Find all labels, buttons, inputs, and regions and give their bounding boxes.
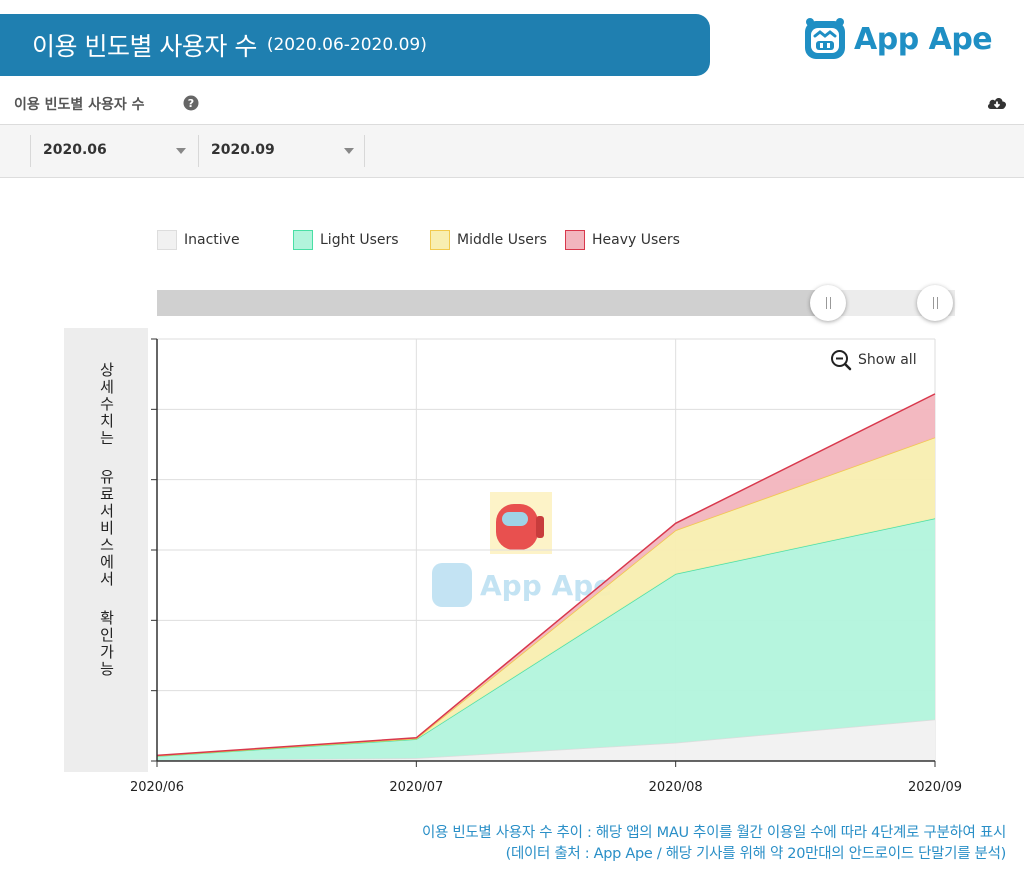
premium-note-line: 상세수치는 [97, 362, 116, 447]
legend-swatch [565, 230, 585, 250]
character-shape [536, 516, 544, 538]
chevron-down-icon [176, 148, 186, 154]
premium-note-line: 유료서비스에서 [97, 469, 116, 588]
grip-icon [932, 297, 938, 309]
section-title: 이용 빈도별 사용자 수 [14, 97, 145, 113]
select-divider [364, 135, 365, 167]
section-header: 이용 빈도별 사용자 수 ? [0, 86, 1024, 125]
watermark-logo-icon [432, 563, 472, 607]
legend-label: Heavy Users [592, 232, 680, 248]
title-banner: 이용 빈도별 사용자 수 (2020.06-2020.09) [0, 14, 710, 76]
app-ape-logo: App Ape [802, 16, 993, 62]
line-heavy-users [156, 393, 936, 757]
range-selector-fill [157, 290, 828, 316]
legend-item[interactable]: Middle Users [430, 230, 547, 250]
area-inactive [157, 719, 935, 761]
show-all-label: Show all [858, 352, 917, 368]
zoom-out-icon [831, 350, 852, 371]
brand-text: App Ape [854, 21, 993, 57]
question-circle-icon[interactable]: ? [183, 95, 199, 111]
start-month-value: 2020.06 [43, 142, 107, 158]
legend-label: Middle Users [457, 232, 547, 248]
range-handle-left[interactable] [810, 285, 846, 321]
chart-caption: 이용 빈도별 사용자 수 추이 : 해당 앱의 MAU 추이를 월간 이용일 수… [422, 823, 1006, 865]
character-icon [490, 492, 552, 554]
legend-item[interactable]: Light Users [293, 230, 399, 250]
svg-text:?: ? [188, 97, 194, 110]
watermark: App Ape [432, 563, 612, 607]
area-middle-users [157, 437, 935, 757]
start-month-select[interactable]: 2020.06 [30, 135, 196, 167]
caption-line-1: 이용 빈도별 사용자 수 추이 : 해당 앱의 MAU 추이를 월간 이용일 수… [421, 825, 1006, 841]
legend-item[interactable]: Inactive [157, 230, 240, 250]
character-shape [502, 512, 528, 526]
end-month-select[interactable]: 2020.09 [198, 135, 364, 167]
chevron-down-icon [344, 148, 354, 154]
x-tick-label: 2020/06 [130, 780, 184, 795]
character-shape [496, 504, 538, 550]
legend-swatch [293, 230, 313, 250]
show-all-button[interactable]: Show all [830, 349, 917, 371]
x-tick-label: 2020/07 [389, 780, 443, 795]
area-light-users [157, 518, 935, 761]
legend-swatch [157, 230, 177, 250]
grip-icon [825, 297, 831, 309]
premium-note-line: 확인가능 [97, 610, 116, 678]
cloud-download-icon[interactable] [986, 94, 1008, 112]
caption-line-2: (데이터 출처 : App Ape / 해당 기사를 위해 약 20만대의 안드… [505, 846, 1007, 862]
filter-bar: 2020.06 2020.09 [0, 125, 1024, 178]
legend-label: Inactive [184, 232, 240, 248]
end-month-value: 2020.09 [211, 142, 275, 158]
legend-item[interactable]: Heavy Users [565, 230, 680, 250]
legend-swatch [430, 230, 450, 250]
monkey-logo-icon [805, 18, 845, 59]
range-handle-right[interactable] [917, 285, 953, 321]
legend-label: Light Users [320, 232, 399, 248]
x-tick-label: 2020/08 [649, 780, 703, 795]
banner-title: 이용 빈도별 사용자 수 [32, 32, 257, 61]
x-tick-label: 2020/09 [908, 780, 962, 795]
banner-period: (2020.06-2020.09) [266, 35, 427, 55]
